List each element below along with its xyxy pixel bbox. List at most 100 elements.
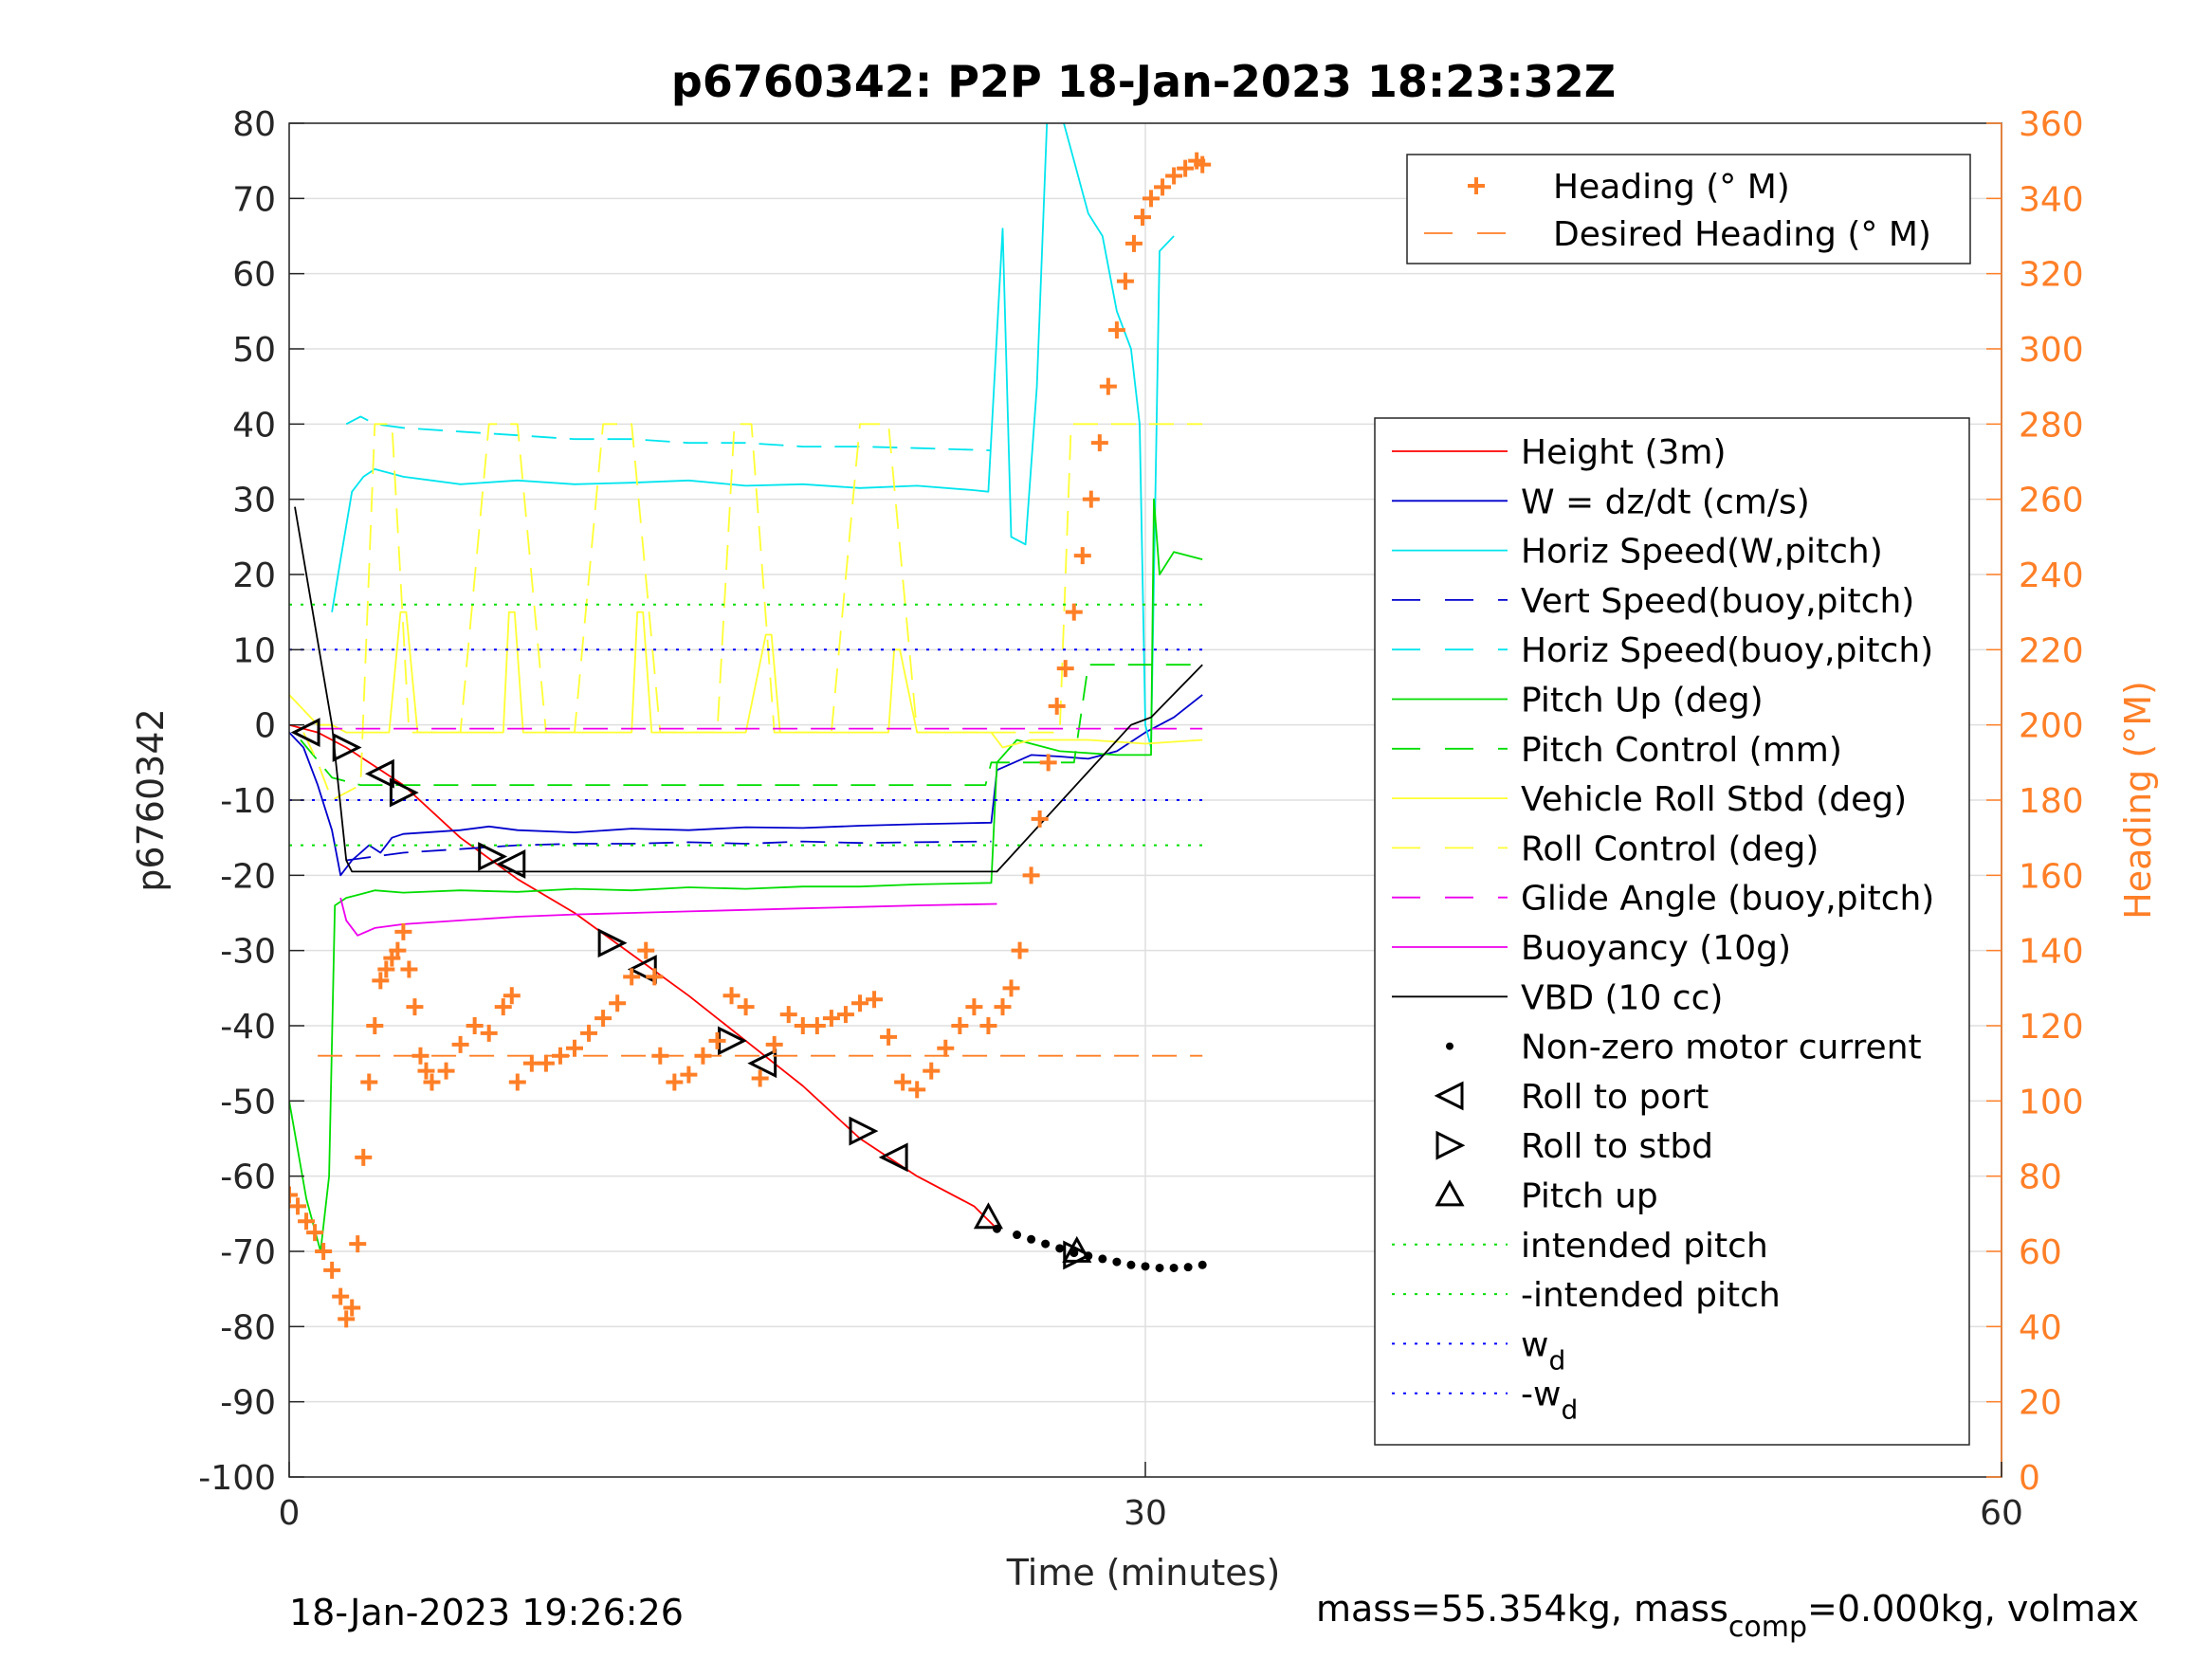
footer-mass-part2: =0.000kg, volmax bbox=[1807, 1588, 2139, 1630]
heading-point bbox=[1143, 190, 1161, 208]
heading-point bbox=[1124, 234, 1143, 252]
heading-point bbox=[651, 1047, 669, 1065]
y-tick-label: 70 bbox=[232, 180, 276, 219]
legend-label-text: -intended pitch bbox=[1521, 1276, 1781, 1315]
roll-to-port-marker bbox=[878, 1142, 908, 1173]
heading-point bbox=[680, 1066, 698, 1084]
legend-entry-intended-pitch: intended pitch bbox=[1392, 1227, 1768, 1266]
legend-entry-roll-to-port: Roll to port bbox=[1434, 1078, 1709, 1117]
motor-current-point bbox=[1013, 1231, 1022, 1240]
legend-entry-horiz-speed-buoy-pitch: Horiz Speed(buoy,pitch) bbox=[1392, 631, 1933, 670]
heading-point bbox=[417, 1062, 435, 1080]
heading-point bbox=[1165, 167, 1183, 185]
footer-mass-part1: mass=55.354kg, mass bbox=[1316, 1588, 1728, 1630]
y-tick-label: -70 bbox=[220, 1233, 276, 1272]
roll-to-stbd-marker bbox=[849, 1116, 879, 1146]
series-roll-to-port bbox=[290, 718, 908, 1173]
legend-entry-horiz-speed-w-pitch: Horiz Speed(W,pitch) bbox=[1392, 533, 1883, 572]
y2-tick-label: 220 bbox=[2019, 631, 2084, 670]
y-tick-label: 50 bbox=[232, 331, 276, 370]
y2-tick-label: 340 bbox=[2019, 180, 2084, 219]
legend-label: Horiz Speed(W,pitch) bbox=[1521, 533, 1883, 572]
heading-point bbox=[794, 1017, 812, 1034]
chart-title: p6760342: P2P 18-Jan-2023 18:23:32Z bbox=[671, 56, 1616, 107]
heading-point bbox=[1031, 810, 1049, 828]
pitch-up-marker bbox=[973, 1202, 1003, 1230]
heading-point bbox=[666, 1073, 684, 1091]
heading-point bbox=[400, 960, 418, 978]
y2-tick-label: 40 bbox=[2019, 1308, 2062, 1347]
heading-point bbox=[1194, 155, 1212, 173]
legend-entry-pitch-control-mm: Pitch Control (mm) bbox=[1392, 731, 1842, 770]
y2-tick-label: 320 bbox=[2019, 256, 2084, 295]
y-tick-label: -50 bbox=[220, 1083, 276, 1121]
y-tick-label: -60 bbox=[220, 1158, 276, 1197]
heading-point bbox=[423, 1073, 441, 1091]
heading-point bbox=[289, 1186, 298, 1204]
heading-point bbox=[779, 1006, 797, 1024]
y-tick-label: -40 bbox=[220, 1008, 276, 1047]
legend-label-text: Pitch Control (mm) bbox=[1521, 731, 1842, 770]
series-pitch-up bbox=[973, 1202, 1092, 1263]
heading-point bbox=[437, 1062, 455, 1080]
footer-mass-sub: comp bbox=[1728, 1611, 1807, 1644]
heading-point bbox=[836, 1006, 854, 1024]
legend-entry-glide-angle-buoy-pitch: Glide Angle (buoy,pitch) bbox=[1392, 880, 1934, 919]
heading-point bbox=[503, 987, 521, 1005]
heading-point bbox=[508, 1073, 526, 1091]
heading-point bbox=[722, 987, 740, 1005]
heading-point bbox=[637, 941, 655, 959]
pitch-up-marker bbox=[1062, 1235, 1092, 1263]
heading-point bbox=[1022, 866, 1040, 884]
legend-label-text: Horiz Speed(buoy,pitch) bbox=[1521, 631, 1933, 670]
heading-point bbox=[708, 1031, 726, 1049]
legend-entry-height-3m: Height (3m) bbox=[1392, 433, 1727, 472]
heading-point bbox=[1065, 603, 1083, 621]
y-axis-label: p6760342 bbox=[130, 708, 172, 891]
legend-label: Pitch up bbox=[1521, 1177, 1658, 1216]
heading-point bbox=[1116, 272, 1134, 290]
heading-point bbox=[389, 941, 407, 959]
y2-tick-label: 60 bbox=[2019, 1233, 2062, 1272]
legend-entry-pitch-up-deg: Pitch Up (deg) bbox=[1392, 682, 1764, 720]
legend-label-text: Vehicle Roll Stbd (deg) bbox=[1521, 780, 1907, 819]
heading-point bbox=[298, 1212, 316, 1231]
y-tick-label: 80 bbox=[232, 105, 276, 144]
y2-tick-label: 200 bbox=[2019, 707, 2084, 746]
heading-point bbox=[1154, 178, 1172, 196]
legend-label: Vert Speed(buoy,pitch) bbox=[1521, 582, 1914, 621]
motor-current-point bbox=[1169, 1263, 1179, 1272]
heading-point bbox=[289, 1197, 307, 1215]
series-pitch-up-deg bbox=[289, 498, 1203, 1252]
heading-point bbox=[377, 960, 395, 978]
heading-point bbox=[1133, 209, 1151, 227]
legend-entry-roll-control-deg: Roll Control (deg) bbox=[1392, 830, 1819, 868]
heading-point bbox=[522, 1054, 540, 1072]
legend-label: Heading (° M) bbox=[1553, 168, 1790, 207]
heading-point bbox=[406, 998, 424, 1016]
legend-label: Height (3m) bbox=[1521, 433, 1727, 472]
y-tick-label: -80 bbox=[220, 1308, 276, 1347]
heading-point bbox=[1056, 660, 1074, 678]
heading-point bbox=[360, 1073, 378, 1091]
roll-to-stbd-marker bbox=[597, 928, 628, 958]
series-vbd-10-cc bbox=[294, 506, 1203, 873]
heading-point bbox=[1177, 159, 1195, 177]
heading-point bbox=[1099, 377, 1117, 395]
x-tick-label: 30 bbox=[1124, 1494, 1167, 1533]
heading-point bbox=[306, 1224, 324, 1242]
legend-entry-non-zero-motor-current: Non-zero motor current bbox=[1446, 1029, 1922, 1067]
y-tick-label: -90 bbox=[220, 1384, 276, 1423]
legend-entry-intended-pitch: -intended pitch bbox=[1392, 1276, 1781, 1315]
heading-point bbox=[338, 1310, 356, 1328]
motor-current-point bbox=[1112, 1257, 1122, 1267]
motor-current-point bbox=[1183, 1263, 1193, 1272]
heading-point bbox=[394, 922, 412, 940]
legend-label-text: VBD (10 cc) bbox=[1521, 978, 1723, 1017]
heading-point bbox=[894, 1073, 912, 1091]
footer-mass-info: mass=55.354kg, masscomp=0.000kg, volmax bbox=[1316, 1588, 2139, 1644]
motor-current-point bbox=[1055, 1244, 1065, 1253]
y2-tick-label: 260 bbox=[2019, 482, 2084, 520]
y2-tick-label: 180 bbox=[2019, 782, 2084, 821]
heading-point bbox=[937, 1039, 955, 1057]
